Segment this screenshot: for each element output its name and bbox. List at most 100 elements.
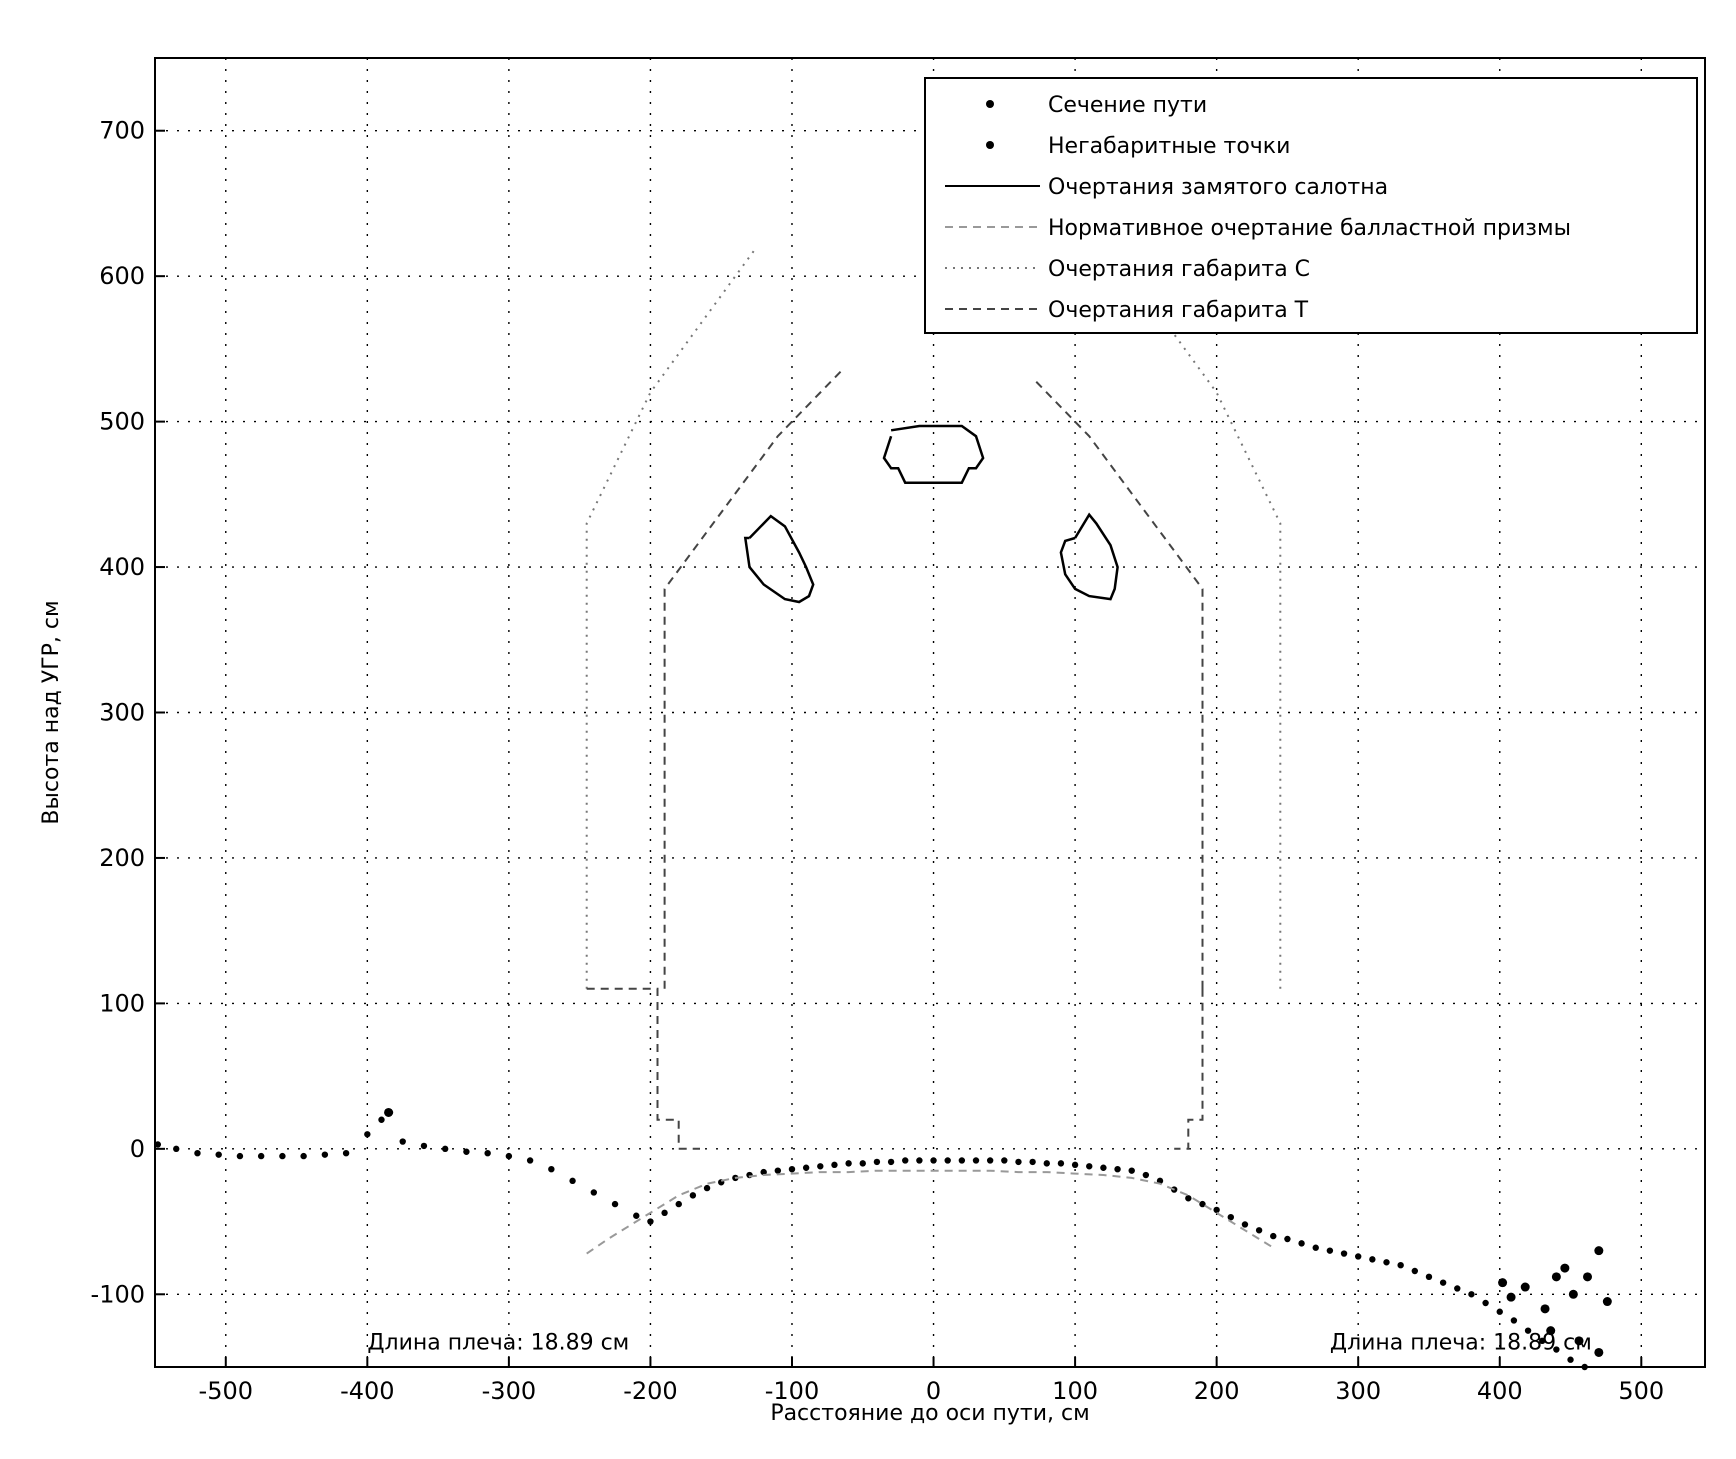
data-point [1594, 1246, 1604, 1256]
data-point [1520, 1282, 1530, 1292]
data-point [364, 1131, 371, 1138]
data-point [1100, 1164, 1107, 1171]
data-point [1551, 1272, 1561, 1282]
data-point [887, 1158, 895, 1166]
data-point [689, 1192, 697, 1199]
data-point [1255, 1227, 1263, 1234]
data-point [1510, 1317, 1518, 1324]
y-tick-label: 400 [99, 553, 145, 581]
data-point [873, 1158, 881, 1166]
data-point [1574, 1336, 1584, 1346]
data-point [774, 1167, 782, 1174]
legend-label: Очертания габарита Т [1048, 298, 1309, 323]
data-point [1454, 1285, 1461, 1292]
legend-box [924, 77, 1698, 334]
legend-label: Очертания замятого салотна [1048, 175, 1388, 200]
data-point [1354, 1253, 1362, 1260]
data-point [300, 1152, 307, 1160]
data-point [1524, 1327, 1532, 1334]
series-line [586, 1169, 1274, 1255]
data-point [321, 1151, 329, 1158]
data-point [215, 1151, 222, 1158]
data-point [1029, 1158, 1036, 1166]
x-axis-label: Расстояние до оси пути, см [770, 1401, 1089, 1426]
data-point [1114, 1165, 1121, 1173]
annotation-right: Длина плеча: 18.89 см [1330, 1331, 1592, 1356]
series-5 [586, 370, 1204, 1150]
data-point [703, 1184, 711, 1192]
ticks: -500 -400 -300 -200 -100 0 100 200 300 400 500 -100… [91, 117, 1665, 1405]
data-point [378, 1116, 385, 1123]
data-point [1506, 1292, 1516, 1302]
data-point [173, 1145, 180, 1153]
x-tick-label: 100 [1052, 1377, 1098, 1405]
data-point [1298, 1240, 1305, 1247]
data-point [1369, 1256, 1376, 1263]
y-tick-label: 500 [99, 408, 145, 436]
data-point [1560, 1263, 1570, 1273]
series-0 [154, 1109, 1588, 1371]
legend-label: Нормативное очертание балластной призмы [1048, 216, 1571, 241]
data-point [1482, 1299, 1489, 1307]
legend-marker [986, 141, 994, 149]
y-tick-label: 700 [99, 117, 145, 145]
x-tick-label: -400 [340, 1377, 394, 1405]
data-point [1086, 1163, 1093, 1170]
data-point [930, 1157, 937, 1164]
data-point [1594, 1347, 1604, 1357]
x-tick-label: 300 [1335, 1377, 1381, 1405]
data-point [1043, 1160, 1050, 1167]
data-point [399, 1138, 406, 1145]
data-point [1468, 1291, 1475, 1298]
data-point [1397, 1261, 1404, 1269]
series-line [585, 246, 1282, 989]
data-point [420, 1142, 428, 1150]
data-point [1001, 1157, 1008, 1164]
data-point [1128, 1167, 1135, 1174]
data-point [986, 1157, 994, 1164]
data-point [154, 1141, 162, 1148]
data-point [569, 1177, 576, 1185]
data-point [1270, 1232, 1277, 1240]
data-point [194, 1149, 201, 1157]
data-point [548, 1165, 555, 1173]
data-point [1185, 1195, 1192, 1202]
data-point [1142, 1171, 1150, 1179]
y-tick-label: 600 [99, 262, 145, 290]
series-2 [743, 424, 1119, 604]
data-point [845, 1160, 852, 1167]
data-point [1071, 1161, 1079, 1169]
x-tick-label: -200 [623, 1377, 677, 1405]
x-tick-label: 200 [1194, 1377, 1240, 1405]
data-point [944, 1157, 951, 1164]
data-point [1015, 1158, 1022, 1166]
data-point [1383, 1259, 1390, 1266]
data-point [1425, 1273, 1433, 1281]
data-point [1602, 1297, 1612, 1307]
series-line [586, 370, 1204, 1150]
data-point [788, 1165, 796, 1173]
data-point [633, 1212, 640, 1219]
data-point [441, 1145, 449, 1153]
data-point [1583, 1272, 1593, 1282]
legend-label: Очертания габарита С [1048, 257, 1310, 282]
data-point [526, 1157, 534, 1164]
y-tick-label: 100 [99, 989, 145, 1017]
data-point [1326, 1247, 1334, 1254]
data-point [611, 1200, 619, 1208]
data-point [1496, 1308, 1503, 1315]
y-tick-label: -100 [91, 1280, 145, 1308]
data-point [463, 1148, 470, 1155]
data-point [257, 1152, 265, 1160]
data-point [590, 1189, 598, 1196]
data-point [802, 1164, 810, 1171]
data-point [1411, 1267, 1419, 1275]
x-tick-label: 0 [926, 1377, 941, 1405]
series-1 [384, 1107, 1612, 1357]
x-tick-label: 500 [1618, 1377, 1664, 1405]
legend-label: Негабаритные точки [1048, 134, 1290, 159]
data-point [236, 1152, 244, 1160]
x-tick-label: -300 [482, 1377, 536, 1405]
data-point [1546, 1326, 1556, 1336]
